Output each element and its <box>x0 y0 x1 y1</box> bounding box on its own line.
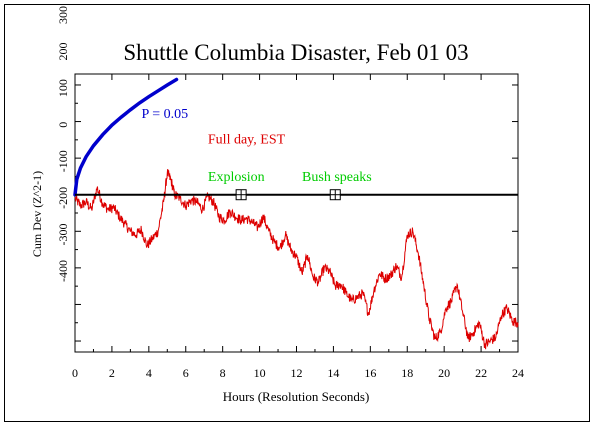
annotation-label: P = 0.05 <box>141 107 188 122</box>
y-tick-label: 0 <box>56 122 70 128</box>
series-line-cumdev <box>74 169 519 350</box>
y-tick-label: -400 <box>56 260 70 282</box>
event-markers <box>235 189 341 201</box>
y-tick-label: 100 <box>56 79 70 97</box>
x-tick-label: 14 <box>327 366 339 380</box>
event-marker <box>235 189 247 201</box>
y-tick-label: 300 <box>56 6 70 24</box>
x-axis: 0 2 4 6 8 10 12 14 16 18 20 22 24 <box>72 74 524 380</box>
y-tick-label: -300 <box>56 223 70 245</box>
y-tick-label: -100 <box>56 150 70 172</box>
y-tick-label: -200 <box>56 187 70 209</box>
x-tick-label: 18 <box>401 366 413 380</box>
annotation-label: Bush speaks <box>302 170 372 185</box>
x-tick-label: 12 <box>291 366 303 380</box>
y-axis-label: Cum Dev (Z^2-1) <box>30 171 44 257</box>
annotation-label: Full day, EST <box>208 133 286 148</box>
x-axis-label: Hours (Resolution Seconds) <box>223 389 370 404</box>
y-axis: 300 200 100 0 -100 -200 -300 -400 <box>56 6 518 342</box>
x-tick-label: 0 <box>72 366 78 380</box>
y-tick-label: 200 <box>56 43 70 61</box>
event-marker <box>329 189 341 201</box>
x-tick-label: 2 <box>109 366 115 380</box>
x-tick-label: 4 <box>146 366 152 380</box>
chart-title: Shuttle Columbia Disaster, Feb 01 03 <box>123 40 468 65</box>
x-tick-label: 10 <box>254 366 266 380</box>
series-line-p05 <box>73 77 179 197</box>
x-tick-label: 24 <box>512 366 524 380</box>
x-tick-label: 20 <box>438 366 450 380</box>
x-tick-label: 16 <box>364 366 376 380</box>
x-tick-label: 6 <box>183 366 189 380</box>
annotation-label: Explosion <box>208 170 265 185</box>
x-tick-label: 8 <box>220 366 226 380</box>
x-tick-label: 22 <box>475 366 487 380</box>
series-layer <box>73 77 519 350</box>
annotations: P = 0.05 Full day, EST Explosion Bush speak… <box>141 107 371 185</box>
